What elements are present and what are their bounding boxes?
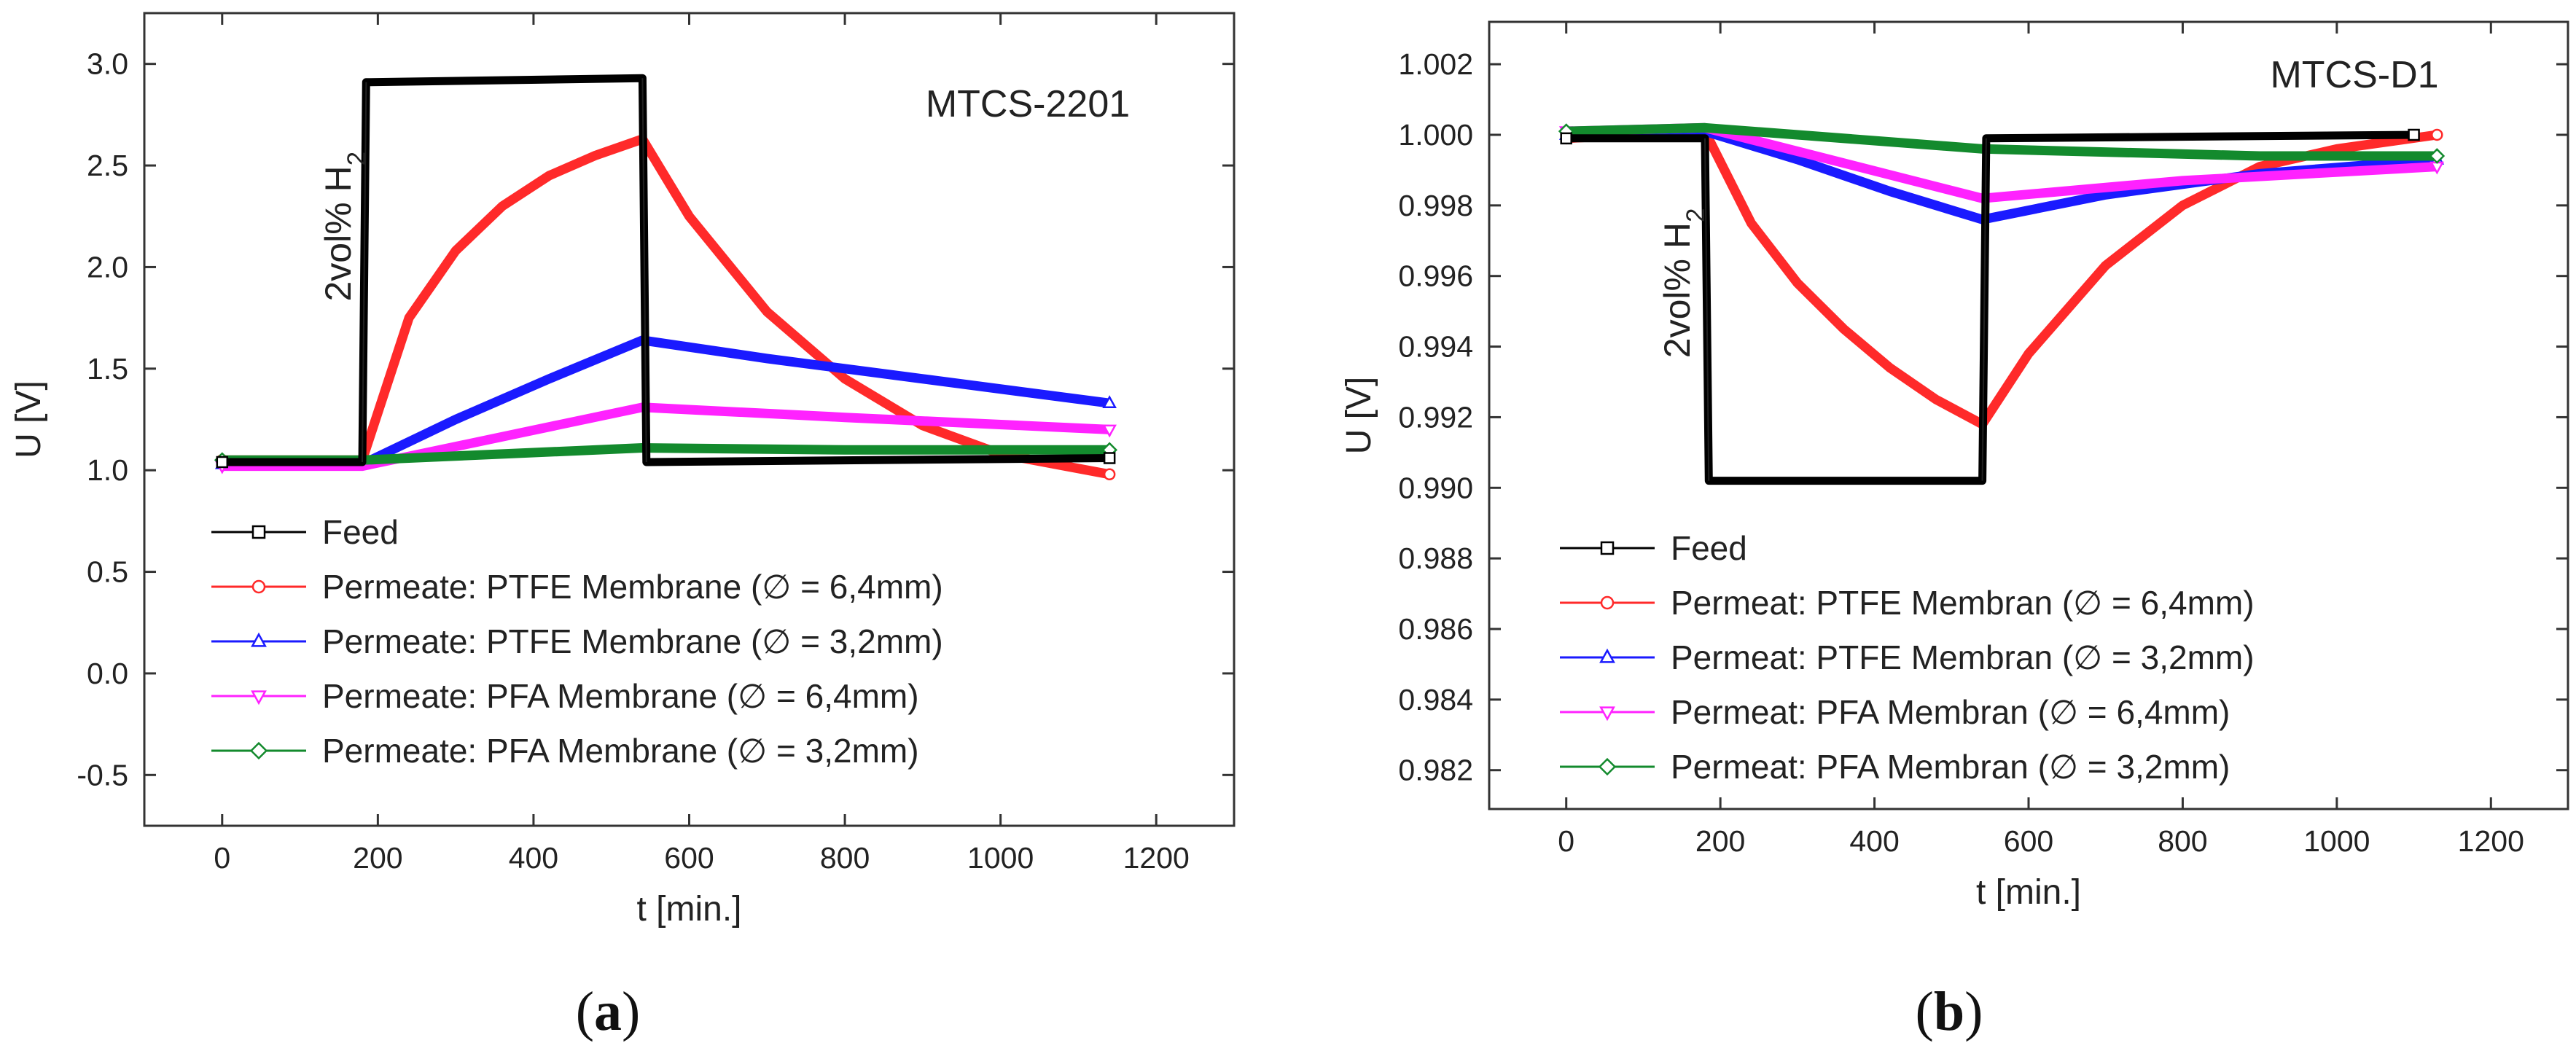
data-point-marker (1560, 132, 1572, 145)
caption-b: (b) (1915, 981, 1983, 1042)
legend-marker (1599, 648, 1615, 663)
annotation-label: 2vol% H2 (1657, 208, 1710, 359)
legend-marker (249, 741, 268, 760)
legend-label: Feed (1671, 529, 1747, 567)
y-tick-label: 1.002 (1398, 47, 1473, 81)
legend: Feed Permeat: PTFE Membran (∅ = 6,4mm) Per… (1560, 529, 2255, 786)
series-line-0 (1566, 130, 2414, 485)
y-tick-label: 1.0 (87, 453, 128, 487)
legend-marker (1599, 706, 1615, 722)
y-tick-label: 0.984 (1398, 683, 1473, 716)
feed-step-line (1981, 138, 1987, 481)
legend: Feed Permeate: PTFE Membrane (∅ = 6,4mm) P… (211, 513, 943, 770)
data-point-marker (1102, 424, 1117, 438)
y-tick-label: 0.982 (1398, 754, 1473, 787)
y-axis-label: U [V] (1340, 377, 1378, 455)
legend-label: Permeate: PTFE Membrane (∅ = 3,2mm) (322, 622, 943, 660)
y-tick-label: -0.5 (77, 758, 128, 792)
data-point-marker (2408, 128, 2420, 141)
data-point-marker (216, 456, 229, 469)
x-tick-label: 1200 (1123, 841, 1190, 875)
series-line-0 (222, 74, 1110, 466)
feed-step-line (641, 78, 647, 463)
x-tick-label: 600 (664, 841, 714, 875)
legend-label: Permeate: PTFE Membrane (∅ = 6,4mm) (322, 568, 943, 606)
legend-label: Permeat: PFA Membran (∅ = 6,4mm) (1671, 693, 2230, 731)
x-tick-label: 0 (1558, 824, 1574, 858)
legend-label: Feed (322, 513, 399, 551)
x-tick-label: 0 (214, 841, 230, 875)
legend-marker (1600, 541, 1615, 555)
y-tick-label: 1.000 (1398, 118, 1473, 152)
x-tick-label: 200 (353, 841, 402, 875)
chart-title: MTCS-2201 (926, 83, 1130, 125)
x-tick-label: 1000 (967, 841, 1034, 875)
y-tick-label: 0.5 (87, 555, 128, 589)
x-tick-label: 1000 (2303, 824, 2370, 858)
feed-step-line (1704, 138, 1710, 481)
x-tick-label: 1200 (2458, 824, 2524, 858)
y-tick-label: 0.988 (1398, 542, 1473, 575)
x-axis-label: t [min.] (1976, 873, 2081, 912)
caption-a: (a) (575, 981, 641, 1042)
y-tick-label: 0.994 (1398, 330, 1473, 364)
legend-label: Permeat: PTFE Membran (∅ = 6,4mm) (1671, 584, 2255, 622)
data-point-marker (2429, 148, 2446, 164)
legend-marker (1598, 757, 1617, 776)
y-tick-label: 0.998 (1398, 189, 1473, 222)
x-tick-label: 800 (2158, 824, 2207, 858)
legend-label: Permeate: PFA Membrane (∅ = 6,4mm) (322, 677, 919, 715)
data-point-marker (2431, 128, 2443, 141)
legend-marker (251, 632, 267, 647)
feed-step-line (362, 82, 367, 463)
x-tick-label: 400 (509, 841, 558, 875)
legend-marker (251, 579, 266, 594)
data-point-marker (1103, 468, 1116, 480)
y-tick-label: 0.986 (1398, 612, 1473, 646)
plot-area (1558, 122, 2446, 485)
y-tick-label: 2.5 (87, 149, 128, 182)
plot-area (214, 74, 1118, 480)
x-tick-label: 800 (820, 841, 870, 875)
legend-marker (251, 690, 267, 706)
chart-panel-a: 0 200 400 600 800 1000 1200 -0.5 0.0 0.5 1.0 1.5 2.0… (9, 12, 1236, 929)
x-tick-label: 400 (1849, 824, 1899, 858)
y-tick-label: 2.0 (87, 250, 128, 284)
y-axis-label: U [V] (9, 380, 48, 458)
legend-label: Permeat: PTFE Membran (∅ = 3,2mm) (1671, 638, 2255, 676)
data-point-marker (1102, 395, 1117, 409)
annotation-label: 2vol% H2 (318, 152, 371, 302)
legend-marker (1600, 595, 1615, 610)
chart-panel-b: 0 200 400 600 800 1000 1200 0.982 0.984 0.986 0.98… (1340, 20, 2569, 912)
legend-label: Permeat: PFA Membran (∅ = 3,2mm) (1671, 748, 2230, 786)
y-tick-label: 1.5 (87, 352, 128, 386)
legend-marker (251, 525, 266, 539)
y-tick-label: 0.0 (87, 657, 128, 690)
x-tick-label: 600 (2004, 824, 2053, 858)
y-tick-label: 0.996 (1398, 259, 1473, 293)
x-axis-label: t [min.] (636, 890, 741, 929)
y-tick-label: 0.990 (1398, 471, 1473, 504)
y-tick-label: 0.992 (1398, 400, 1473, 434)
y-tick-label: 3.0 (87, 47, 128, 81)
data-point-marker (1103, 452, 1116, 464)
chart-title: MTCS-D1 (2270, 54, 2438, 96)
legend-label: Permeate: PFA Membrane (∅ = 3,2mm) (322, 732, 919, 770)
x-tick-label: 200 (1695, 824, 1745, 858)
